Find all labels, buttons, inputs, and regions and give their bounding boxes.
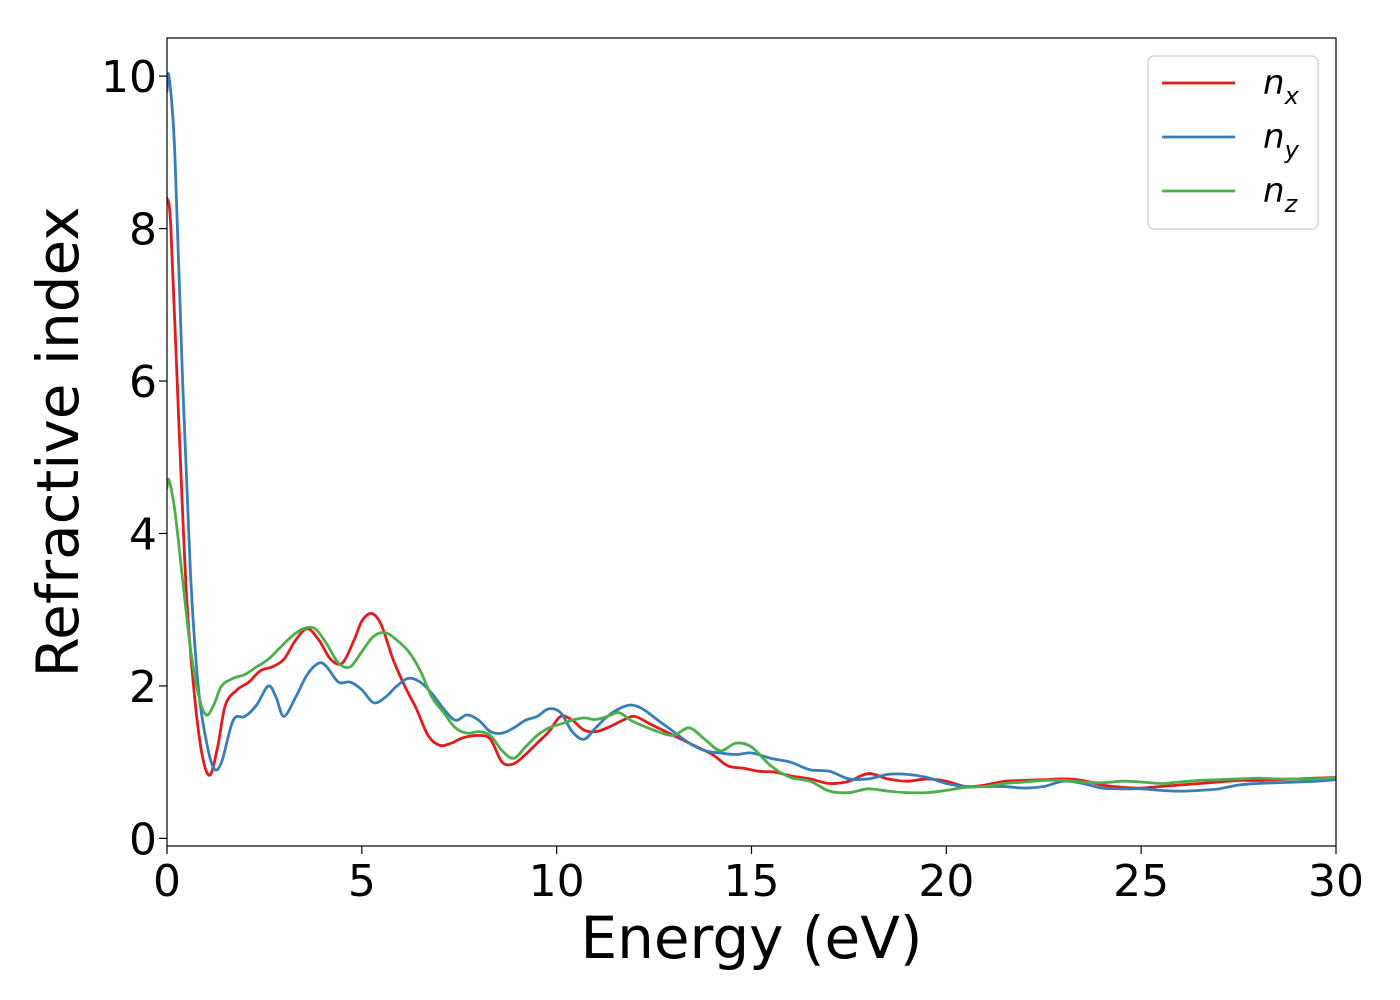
x-tick-label: 0 xyxy=(153,856,181,907)
legend-label-ny: ny xyxy=(1263,117,1300,164)
series-line-nx xyxy=(167,196,1336,790)
y-tick-label: 2 xyxy=(129,662,157,713)
ticks-layer: 0 5 10 15 20 25 30 0 2 4 6 8 10 xyxy=(101,52,1364,907)
x-tick-label: 15 xyxy=(724,856,780,907)
legend-label-nx: nx xyxy=(1263,63,1300,110)
y-tick-label: 6 xyxy=(129,357,157,408)
y-tick-label: 8 xyxy=(129,205,157,256)
legend-box xyxy=(1147,55,1319,230)
legend-label-nz: nz xyxy=(1263,171,1299,218)
y-tick-label: 10 xyxy=(101,52,157,103)
legend: nx ny nz xyxy=(1147,55,1319,230)
series-line-nz xyxy=(167,477,1336,795)
x-tick-label: 10 xyxy=(529,856,585,907)
x-tick-label: 20 xyxy=(918,856,974,907)
y-axis-title: Refractive index xyxy=(24,206,92,677)
x-tick-label: 30 xyxy=(1308,856,1364,907)
x-tick-label: 5 xyxy=(348,856,376,907)
x-axis-title: Energy (eV) xyxy=(580,904,922,972)
series-layer xyxy=(167,72,1336,795)
y-tick-label: 0 xyxy=(129,814,157,865)
y-tick-label: 4 xyxy=(129,509,157,560)
x-tick-label: 25 xyxy=(1113,856,1169,907)
